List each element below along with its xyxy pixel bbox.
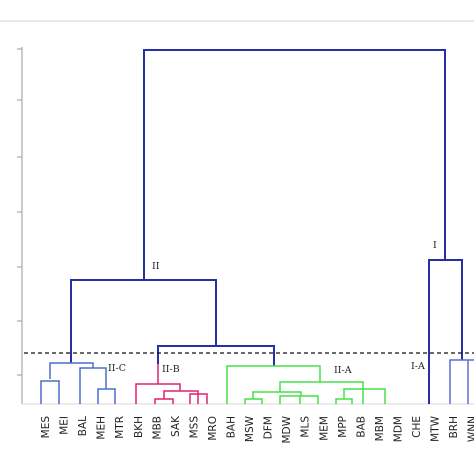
leaf-label: BKH [133, 416, 145, 438]
leaf-label: MPP [337, 416, 349, 438]
leaf-label: MDM [392, 416, 404, 442]
y-axis-ticks [17, 48, 22, 376]
cluster-IIAB-link [157, 345, 275, 366]
group-IIB-links [135, 364, 208, 404]
link [252, 391, 302, 399]
cluster-I-link [428, 259, 463, 404]
leaf-label: BAB [355, 416, 367, 438]
link [244, 398, 263, 404]
leaf-label: MSW [244, 415, 256, 442]
leaf-label: MTW [430, 415, 442, 441]
link [40, 380, 60, 404]
link [279, 381, 364, 392]
group-IIA-links [226, 365, 386, 404]
leaf-label: SAK [170, 415, 182, 437]
main-tree-links [70, 49, 463, 404]
link [226, 365, 321, 404]
link [189, 393, 208, 404]
root-link [143, 49, 446, 280]
link [279, 395, 319, 404]
cluster-label-II: II [152, 261, 160, 272]
leaf-label: MDW [281, 415, 293, 443]
cluster-label-IA: I-A [411, 361, 425, 372]
link [335, 398, 353, 404]
cluster-label-IIB: II-B [162, 364, 180, 375]
link [449, 359, 474, 404]
group-IIC-links [40, 362, 116, 404]
leaf-label: WNN [467, 416, 474, 442]
leaf-label: BRH [448, 416, 460, 438]
leaf-label: MBB [151, 416, 163, 439]
leaf-label: DFM [263, 416, 275, 439]
link [49, 362, 94, 379]
leaf-label: MRO [207, 416, 219, 441]
leaf-label: CHE [411, 416, 423, 438]
cluster-II-link [70, 279, 217, 363]
link [79, 367, 107, 404]
cluster-label-IIC: II-C [108, 363, 126, 374]
link [97, 388, 116, 404]
cluster-label-IIA: II-A [334, 365, 352, 376]
leaf-label: MEH [96, 416, 108, 440]
link [154, 398, 174, 404]
leaf-label: MES [40, 416, 52, 439]
leaf-label: MTR [114, 416, 126, 439]
group-IA-links [449, 359, 474, 404]
leaf-label: MEM [318, 416, 330, 441]
leaf-label: MLS [300, 416, 312, 438]
leaf-labels: MES MEI BAL MEH MTR BKH MBB SAK MSS MRO BAH MSW DFM M… [40, 415, 474, 444]
leaf-label: MSS [188, 416, 200, 439]
leaf-label: BAH [226, 416, 238, 438]
leaf-label: BAL [77, 416, 89, 436]
leaf-label: MEI [59, 416, 71, 435]
leaf-label: MBM [374, 416, 386, 441]
link [163, 390, 199, 404]
cluster-label-I: I [433, 240, 437, 251]
link [343, 388, 386, 404]
